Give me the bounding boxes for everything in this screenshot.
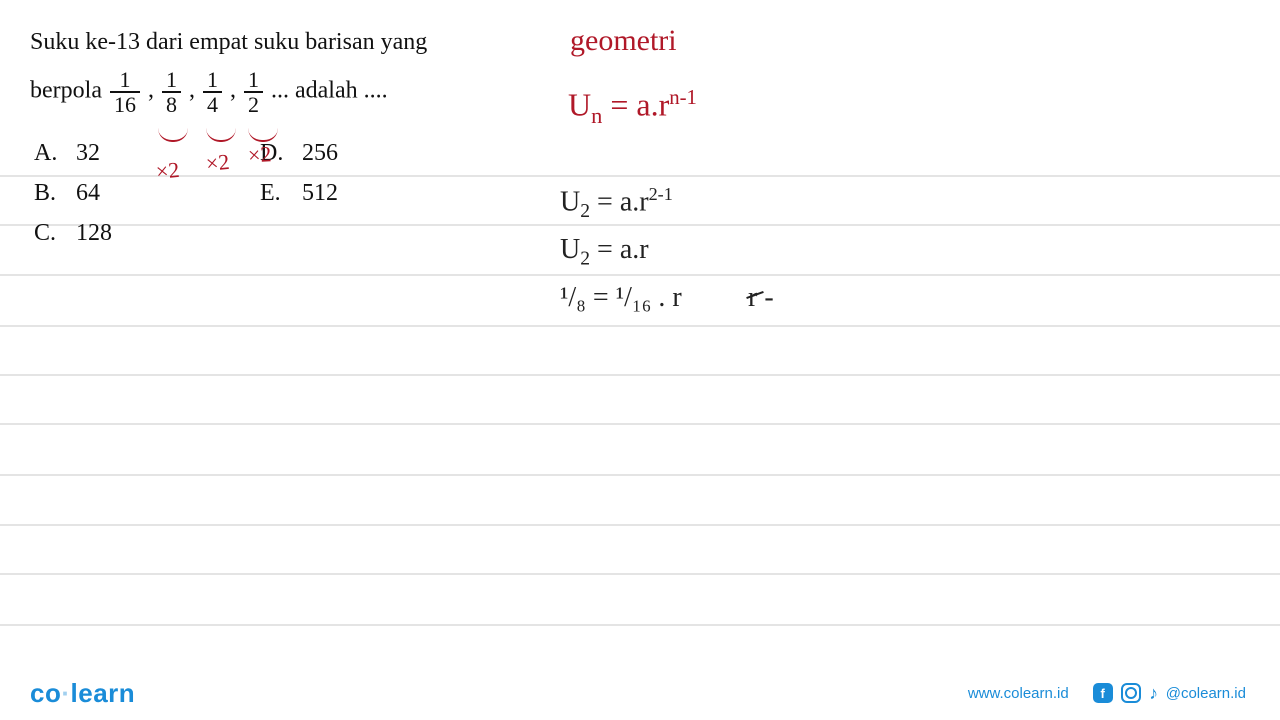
question-line1: Suku ke-13 dari empat suku barisan yang (30, 26, 530, 60)
social-links: f ♪ @colearn.id (1093, 683, 1246, 704)
option-value: 256 (302, 140, 372, 167)
social-handle[interactable]: @colearn.id (1166, 685, 1246, 702)
work-line-3: ¹/₈ = ¹/₁₆ . r (560, 282, 682, 314)
times-two-annotation: ×2 (205, 149, 231, 177)
option-label: B. (34, 180, 70, 207)
option-value: 512 (302, 180, 372, 207)
option-label: E. (260, 180, 296, 207)
option-value: 128 (76, 220, 146, 247)
question-trail: ... adalah .... (271, 77, 388, 103)
option-value: 64 (76, 180, 146, 207)
fraction: 14 (201, 68, 224, 116)
footer-url[interactable]: www.colearn.id (968, 685, 1069, 702)
option-c: C. 128 (34, 220, 146, 260)
times-two-annotation: ×2 (155, 157, 181, 185)
options-col-a: A. 32 B. 64 C. 128 (34, 140, 146, 260)
arc-annotation (206, 128, 236, 142)
fraction-sequence: 116 , 18 , 14 , 12 (108, 77, 271, 103)
option-a: A. 32 (34, 140, 146, 180)
instagram-icon[interactable] (1121, 683, 1141, 703)
tiktok-icon[interactable]: ♪ (1148, 682, 1158, 703)
brand-logo: co·learn (30, 678, 135, 709)
option-d: D. 256 (260, 140, 372, 180)
question-lead: berpola (30, 77, 102, 103)
un-formula-annotation: Un = a.rn-1 (568, 86, 697, 129)
arc-annotation (158, 128, 188, 142)
geometri-annotation: geometri (570, 24, 677, 58)
logo-pre: co (30, 678, 61, 708)
options-col-b: D. 256 E. 512 (260, 140, 372, 220)
question-block: Suku ke-13 dari empat suku barisan yang … (30, 26, 530, 116)
times-two-annotation: ×2 (247, 141, 272, 169)
facebook-icon[interactable]: f (1093, 683, 1113, 703)
work-line-2: U2 = a.r (560, 234, 649, 271)
fraction: 18 (160, 68, 183, 116)
work-line-1: U2 = a.r2-1 (560, 184, 673, 223)
option-b: B. 64 (34, 180, 146, 220)
footer: co·learn www.colearn.id f ♪ @colearn.id (0, 666, 1280, 720)
logo-post: learn (71, 678, 136, 708)
option-label: C. (34, 220, 70, 247)
option-label: A. (34, 140, 70, 167)
option-e: E. 512 (260, 180, 372, 220)
question-line2: berpola 116 , 18 , 14 , 12 ... adalah ..… (30, 68, 530, 116)
option-value: 32 (76, 140, 146, 167)
fraction: 12 (242, 68, 265, 116)
fraction: 116 (108, 68, 142, 116)
struck-r: r - (748, 282, 774, 314)
footer-right: www.colearn.id f ♪ @colearn.id (968, 683, 1246, 704)
